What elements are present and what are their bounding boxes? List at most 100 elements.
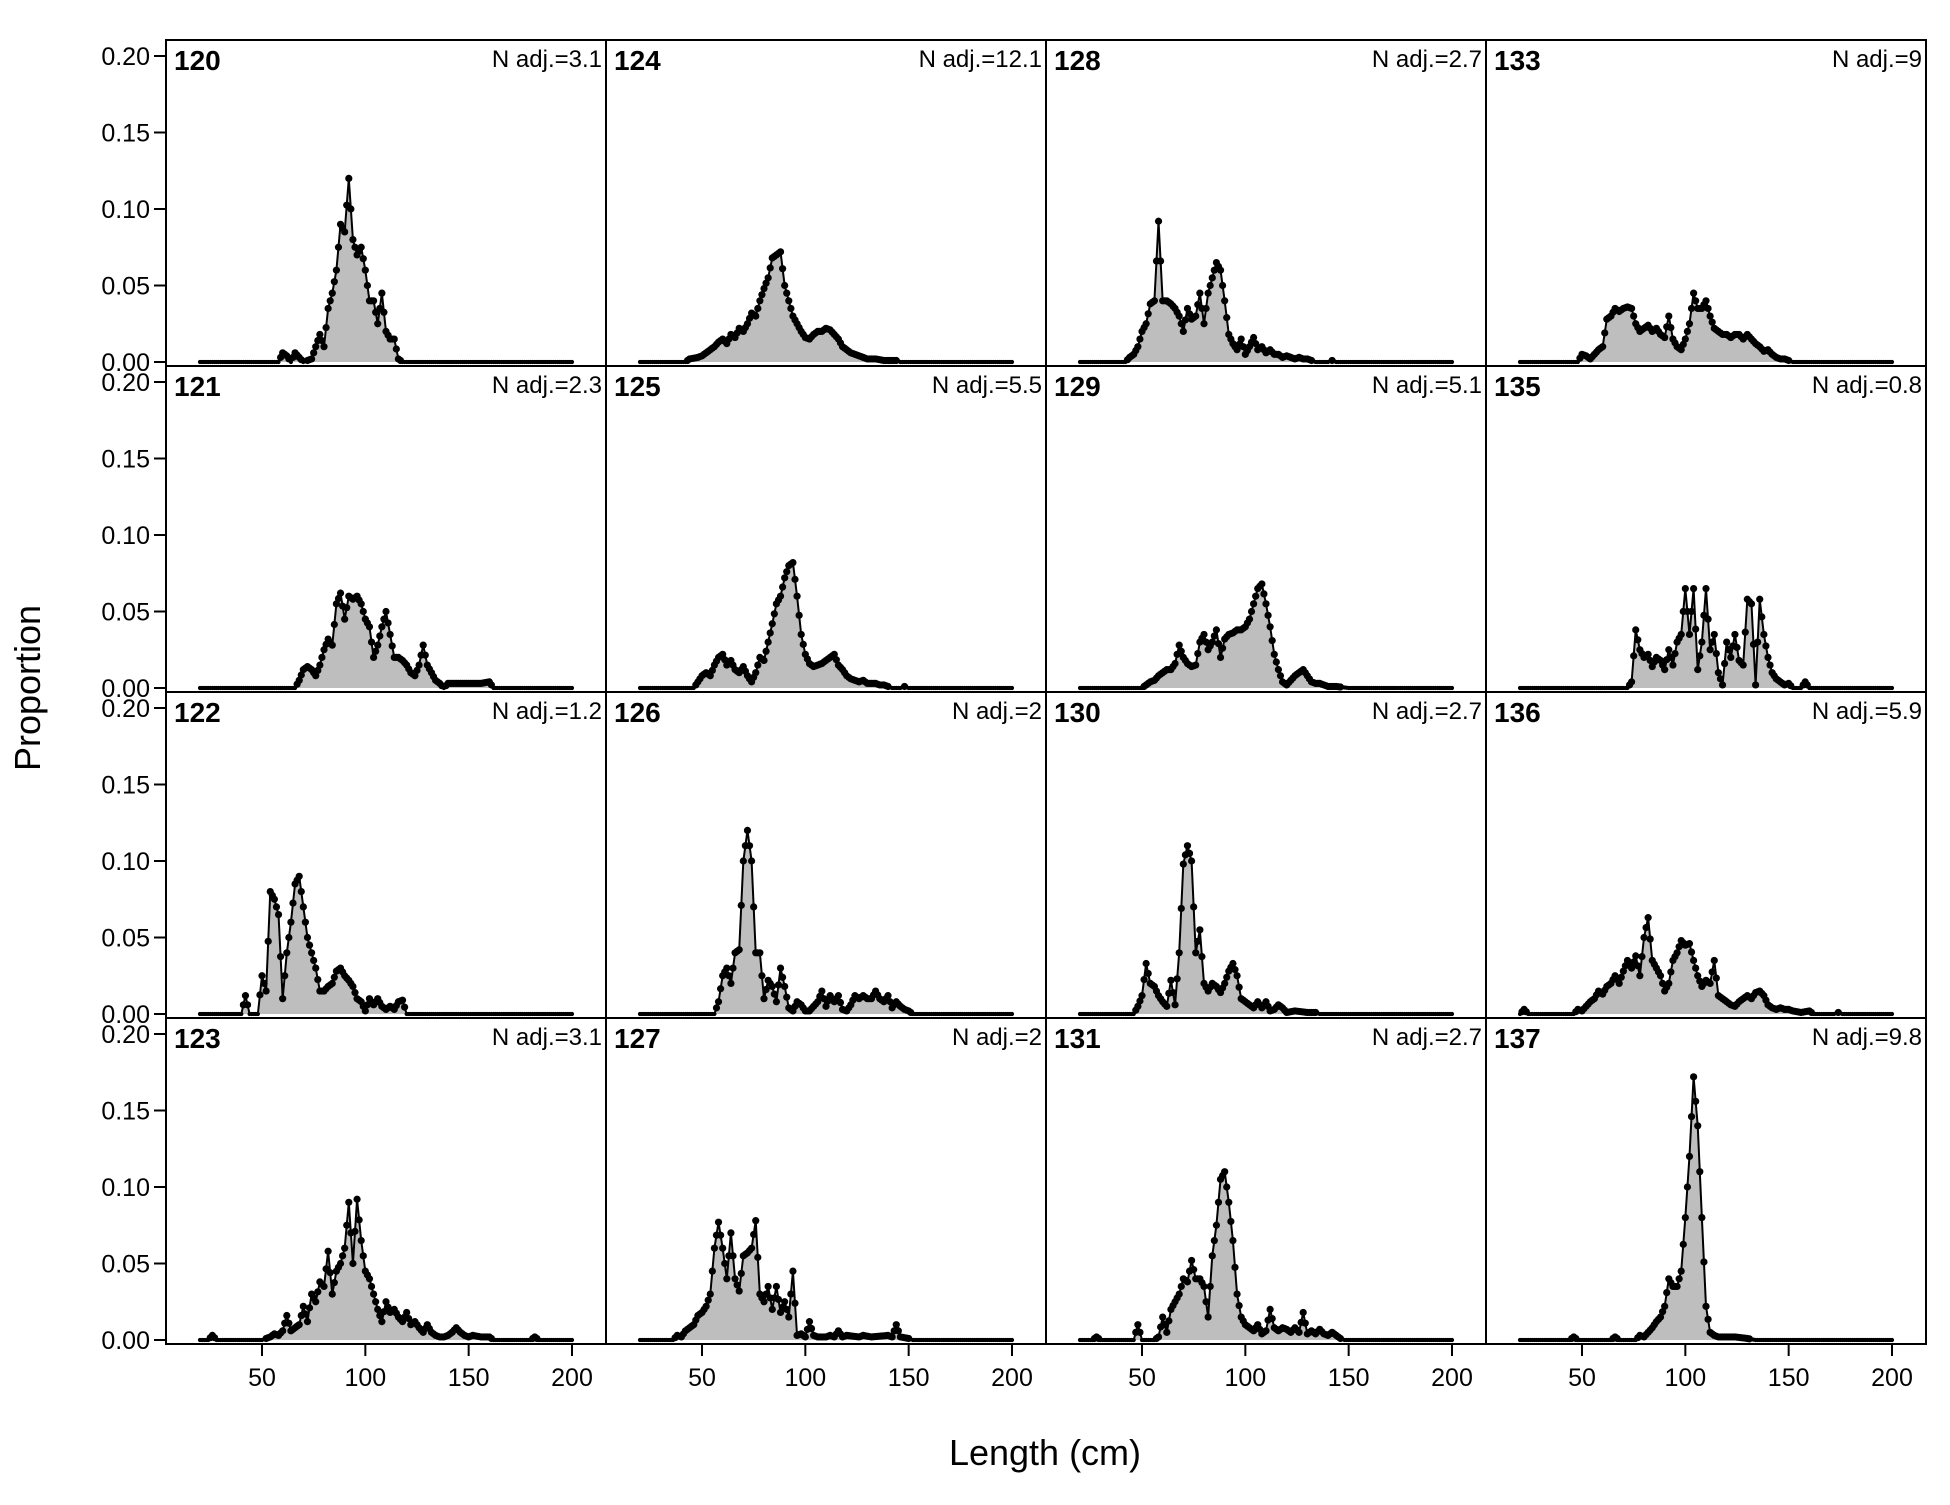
data-point xyxy=(295,872,303,880)
data-point xyxy=(1171,1001,1179,1009)
data-point xyxy=(1690,1073,1698,1081)
data-point xyxy=(1628,678,1636,686)
area-fill xyxy=(640,1220,1012,1340)
data-points xyxy=(1077,842,1455,1017)
panel-label: 128 xyxy=(1054,45,1101,76)
data-point xyxy=(351,988,359,997)
data-point xyxy=(1204,1313,1212,1321)
x-tick-label: 150 xyxy=(888,1364,930,1392)
data-point xyxy=(1698,638,1706,646)
data-point xyxy=(1208,274,1216,282)
data-point xyxy=(774,1295,783,1304)
data-point xyxy=(1142,320,1150,328)
data-point xyxy=(1136,1328,1144,1336)
data-point xyxy=(1268,1314,1276,1323)
panel-label: 130 xyxy=(1054,697,1101,728)
data-point xyxy=(330,973,338,981)
data-point xyxy=(1183,842,1192,850)
data-point xyxy=(1194,649,1202,658)
data-point xyxy=(258,972,266,980)
data-point xyxy=(1694,1122,1702,1130)
panel-border xyxy=(165,1017,607,1345)
data-point xyxy=(312,964,320,972)
data-point xyxy=(793,592,801,600)
data-point xyxy=(781,281,789,290)
data-point xyxy=(365,1275,374,1283)
panel-135: 135 N adj.=0.8 xyxy=(1485,365,1927,693)
y-tick-label: 0.15 xyxy=(101,120,150,148)
data-point xyxy=(308,949,316,957)
data-point xyxy=(764,638,772,646)
data-point xyxy=(779,583,787,591)
data-point xyxy=(1692,297,1700,305)
data-point xyxy=(1706,979,1714,988)
data-point xyxy=(343,604,351,612)
data-point xyxy=(310,956,318,965)
x-tick-label: 100 xyxy=(1664,1364,1706,1392)
data-point xyxy=(1617,973,1625,981)
data-point xyxy=(303,1318,312,1326)
data-point xyxy=(288,359,294,365)
data-point xyxy=(1192,661,1200,669)
panel-131: 131 N adj.=2.7 xyxy=(1045,1017,1487,1345)
data-point xyxy=(1229,1236,1237,1245)
x-tick-label: 200 xyxy=(551,1364,593,1392)
data-point xyxy=(783,993,791,1001)
panel-label: 122 xyxy=(174,697,221,728)
data-point xyxy=(1231,1263,1239,1271)
data-point xyxy=(1136,335,1144,343)
panel-border xyxy=(165,691,607,1019)
data-point xyxy=(1706,312,1714,320)
data-point xyxy=(1144,969,1152,978)
data-point xyxy=(262,987,270,995)
panel-label: 124 xyxy=(614,45,661,76)
data-point xyxy=(770,610,778,618)
data-point xyxy=(723,1275,731,1283)
data-point xyxy=(318,336,326,345)
x-tick-label: 150 xyxy=(1328,1364,1370,1392)
data-point xyxy=(1264,611,1272,619)
data-point xyxy=(320,1282,328,1291)
panel-border xyxy=(1045,39,1487,367)
data-point xyxy=(1687,607,1696,616)
data-point xyxy=(1175,1290,1183,1298)
data-point xyxy=(1634,962,1642,970)
nadj-label: N adj.=2.3 xyxy=(492,372,602,399)
data-point xyxy=(1200,1282,1208,1291)
data-point xyxy=(328,979,336,988)
data-points xyxy=(637,248,1015,365)
data-point xyxy=(1599,343,1607,351)
x-tick-label: 200 xyxy=(1871,1364,1913,1392)
data-point xyxy=(1299,1308,1307,1317)
data-point xyxy=(1262,600,1270,608)
data-point xyxy=(274,910,283,919)
data-point xyxy=(781,982,789,991)
data-point xyxy=(1690,289,1698,297)
data-point xyxy=(768,620,776,628)
data-point xyxy=(361,1007,369,1015)
data-point xyxy=(834,992,843,1000)
data-point xyxy=(1206,1282,1214,1291)
data-point xyxy=(415,661,423,669)
data-point xyxy=(1165,1317,1173,1325)
data-point xyxy=(370,297,378,305)
data-point xyxy=(1175,641,1183,649)
data-points xyxy=(1077,580,1455,691)
data-point xyxy=(285,1319,293,1327)
data-point xyxy=(717,1231,725,1239)
area-fill xyxy=(1080,845,1452,1014)
data-point xyxy=(374,1305,382,1313)
data-point xyxy=(768,982,776,991)
panel-label: 131 xyxy=(1054,1023,1101,1054)
data-point xyxy=(731,1275,739,1283)
data-point xyxy=(1692,1097,1700,1105)
data-point xyxy=(359,255,367,263)
data-point xyxy=(1212,626,1220,634)
y-tick-label: 0.00 xyxy=(101,349,150,377)
y-tick-label: 0.00 xyxy=(101,1001,150,1029)
data-point xyxy=(1266,1305,1274,1313)
data-point xyxy=(1154,1333,1163,1341)
data-point xyxy=(1157,257,1165,265)
panel-120: 120 N adj.=3.1 xyxy=(165,39,607,367)
